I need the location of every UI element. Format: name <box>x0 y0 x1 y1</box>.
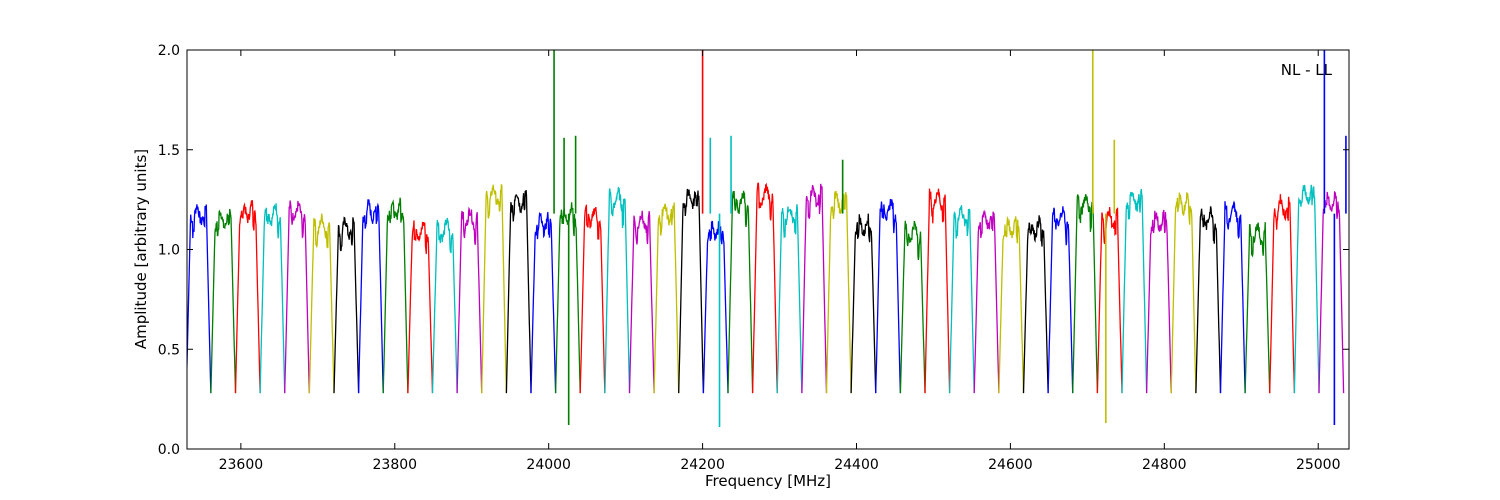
series-line <box>1244 222 1271 394</box>
series-line <box>998 215 1025 394</box>
series-line <box>456 206 483 394</box>
x-axis: 23600 23800 24000 24200 24400 24600 24800 25000 <box>219 50 1341 473</box>
series-line <box>259 203 286 394</box>
series-line <box>1047 206 1074 394</box>
series-line <box>1293 184 1320 394</box>
x-tick-label: 23600 <box>219 457 264 473</box>
y-tick-label: 2.0 <box>158 43 180 59</box>
series-line <box>973 209 1000 394</box>
series-line <box>1072 194 1099 394</box>
x-tick-label: 24800 <box>1142 457 1187 473</box>
series-line <box>653 202 680 394</box>
y-tick-label: 0.0 <box>158 442 180 458</box>
series-line <box>899 220 926 394</box>
series-line <box>604 187 631 394</box>
series-line <box>751 182 778 394</box>
series-line <box>1096 207 1123 394</box>
x-tick-label: 24200 <box>680 457 725 473</box>
series-line <box>234 200 261 394</box>
x-tick-label: 24600 <box>988 457 1033 473</box>
series-line <box>308 213 335 394</box>
series-layer <box>187 50 1347 428</box>
y-tick-label: 0.5 <box>158 342 180 358</box>
series-line <box>284 200 311 394</box>
y-tick-label: 1.0 <box>158 243 180 259</box>
x-tick-label: 24000 <box>526 457 571 473</box>
series-line <box>727 190 754 394</box>
series-line <box>825 190 852 394</box>
x-tick-label: 23800 <box>373 457 418 473</box>
series-line <box>924 188 951 394</box>
series-line <box>579 204 606 394</box>
series-line <box>431 217 458 394</box>
series-line <box>801 183 828 394</box>
series-line <box>1121 188 1148 394</box>
series-line <box>850 213 877 394</box>
series-line <box>187 204 212 394</box>
series-line <box>1318 190 1345 394</box>
series-line <box>481 183 508 394</box>
series-line <box>776 204 803 394</box>
annotation-label: NL - LL <box>1281 61 1333 79</box>
y-tick-label: 1.5 <box>158 143 180 159</box>
y-axis-label: Amplitude [arbitrary units] <box>132 149 150 349</box>
x-axis-label: Frequency [MHz] <box>705 472 831 490</box>
series-line <box>1269 194 1296 394</box>
series-line <box>875 199 902 394</box>
x-tick-label: 24400 <box>834 457 879 473</box>
series-line <box>333 216 360 394</box>
series-line <box>210 208 237 394</box>
series-line <box>530 211 557 394</box>
series-line <box>1145 209 1172 394</box>
series-line <box>357 199 384 394</box>
series-line <box>702 220 729 394</box>
series-line <box>678 188 705 394</box>
series-line <box>505 189 532 394</box>
series-line <box>407 220 434 394</box>
series-line <box>1195 206 1222 394</box>
series-line <box>382 197 409 394</box>
series-line <box>948 205 975 394</box>
x-tick-label: 25000 <box>1296 457 1341 473</box>
series-line <box>628 210 655 394</box>
plot-area: 23600 23800 24000 24200 24400 24600 24800 25000… <box>158 43 1350 473</box>
y-axis: 0.0 0.5 1.0 1.5 2.0 <box>158 43 1349 458</box>
series-line <box>1219 200 1246 394</box>
series-line <box>1170 191 1197 394</box>
series-line <box>1022 215 1049 394</box>
